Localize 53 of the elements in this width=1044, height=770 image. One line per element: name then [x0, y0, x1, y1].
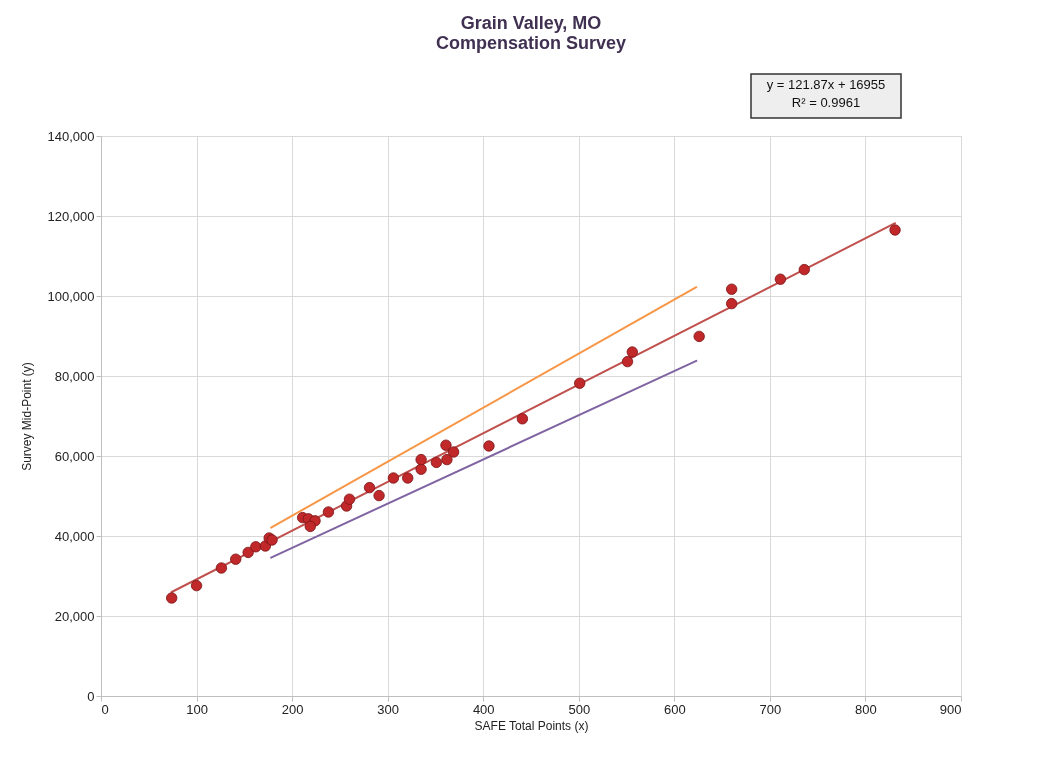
point: [483, 440, 495, 452]
point: [430, 456, 443, 469]
point: [373, 489, 385, 502]
point: [230, 553, 242, 565]
point: [250, 541, 262, 553]
y-tick-label: 100,000: [47, 288, 95, 304]
point: [726, 283, 738, 295]
point: [626, 346, 638, 358]
point: [402, 472, 414, 484]
x-tick-label: 400: [472, 701, 495, 717]
point: [441, 453, 453, 466]
y-axis-title: Survey Mid-Point (y): [19, 362, 34, 471]
text: y = 121.87x + 16955: [766, 77, 886, 92]
point: [322, 506, 335, 518]
point: [190, 579, 203, 592]
point: [774, 273, 787, 285]
point: [387, 472, 400, 484]
point: [166, 592, 178, 604]
chart-title: Grain Valley, MO Compensation Survey: [435, 13, 627, 54]
point: [215, 562, 228, 574]
point: [516, 413, 529, 425]
x-axis-title: SAFE Total Points (x): [474, 718, 589, 733]
point: [415, 453, 427, 466]
x-tick-label: 100: [186, 701, 208, 717]
x-tick-label: 0: [101, 701, 109, 717]
point: [447, 446, 460, 458]
y-tick-label: 120,000: [47, 208, 95, 224]
x-tick-label: 600: [663, 701, 686, 717]
y-tick-label: 60,000: [54, 448, 95, 464]
point: [621, 355, 634, 368]
y-tick-label: 80,000: [54, 368, 95, 384]
point: [415, 463, 427, 475]
y-tick-label: 140,000: [47, 128, 95, 144]
point: [798, 263, 810, 276]
point: [304, 520, 316, 533]
point: [889, 224, 901, 236]
point: [726, 297, 738, 310]
x-tick-label: 900: [939, 701, 962, 717]
x-tick-label: 800: [855, 701, 877, 717]
x-tick-label: 200: [281, 701, 304, 717]
point: [343, 493, 356, 505]
x-tick-label: 500: [568, 701, 591, 717]
point: [693, 330, 705, 343]
point: [574, 377, 586, 389]
x-tick-label: 700: [759, 701, 782, 717]
y-tick-label: 0: [87, 688, 95, 704]
text: R² = 0.9961: [791, 95, 861, 110]
x-tick-label: 300: [377, 701, 400, 717]
point: [440, 439, 452, 451]
y-tick-label: 20,000: [54, 608, 95, 624]
point: [363, 481, 376, 494]
point: [242, 546, 254, 559]
y-tick-label: 40,000: [54, 528, 95, 544]
